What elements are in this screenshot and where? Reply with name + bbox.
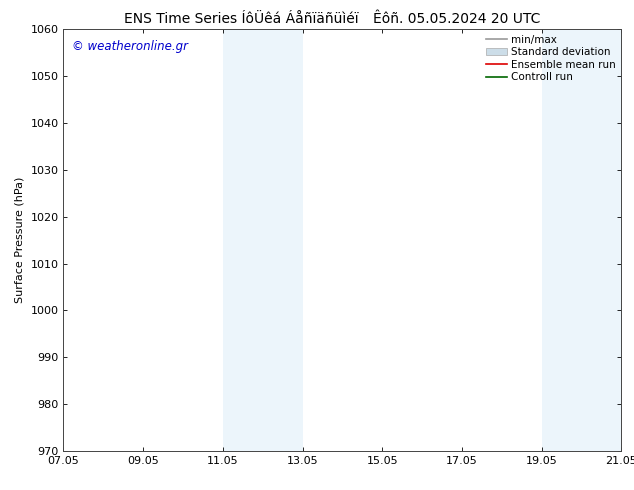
Bar (262, 29, 302, 451)
Bar (581, 29, 621, 451)
Bar (541, 29, 581, 451)
Bar (223, 29, 262, 451)
Legend: min/max, Standard deviation, Ensemble mean run, Controll run: min/max, Standard deviation, Ensemble me… (486, 35, 616, 82)
Y-axis label: Surface Pressure (hPa): Surface Pressure (hPa) (15, 177, 25, 303)
Text: Êôñ. 05.05.2024 20 UTC: Êôñ. 05.05.2024 20 UTC (373, 12, 540, 26)
Text: ENS Time Series ÍôÜêá Áåñïäñüìéï: ENS Time Series ÍôÜêá Áåñïäñüìéï (124, 12, 358, 26)
Text: © weatheronline.gr: © weatheronline.gr (72, 40, 188, 53)
